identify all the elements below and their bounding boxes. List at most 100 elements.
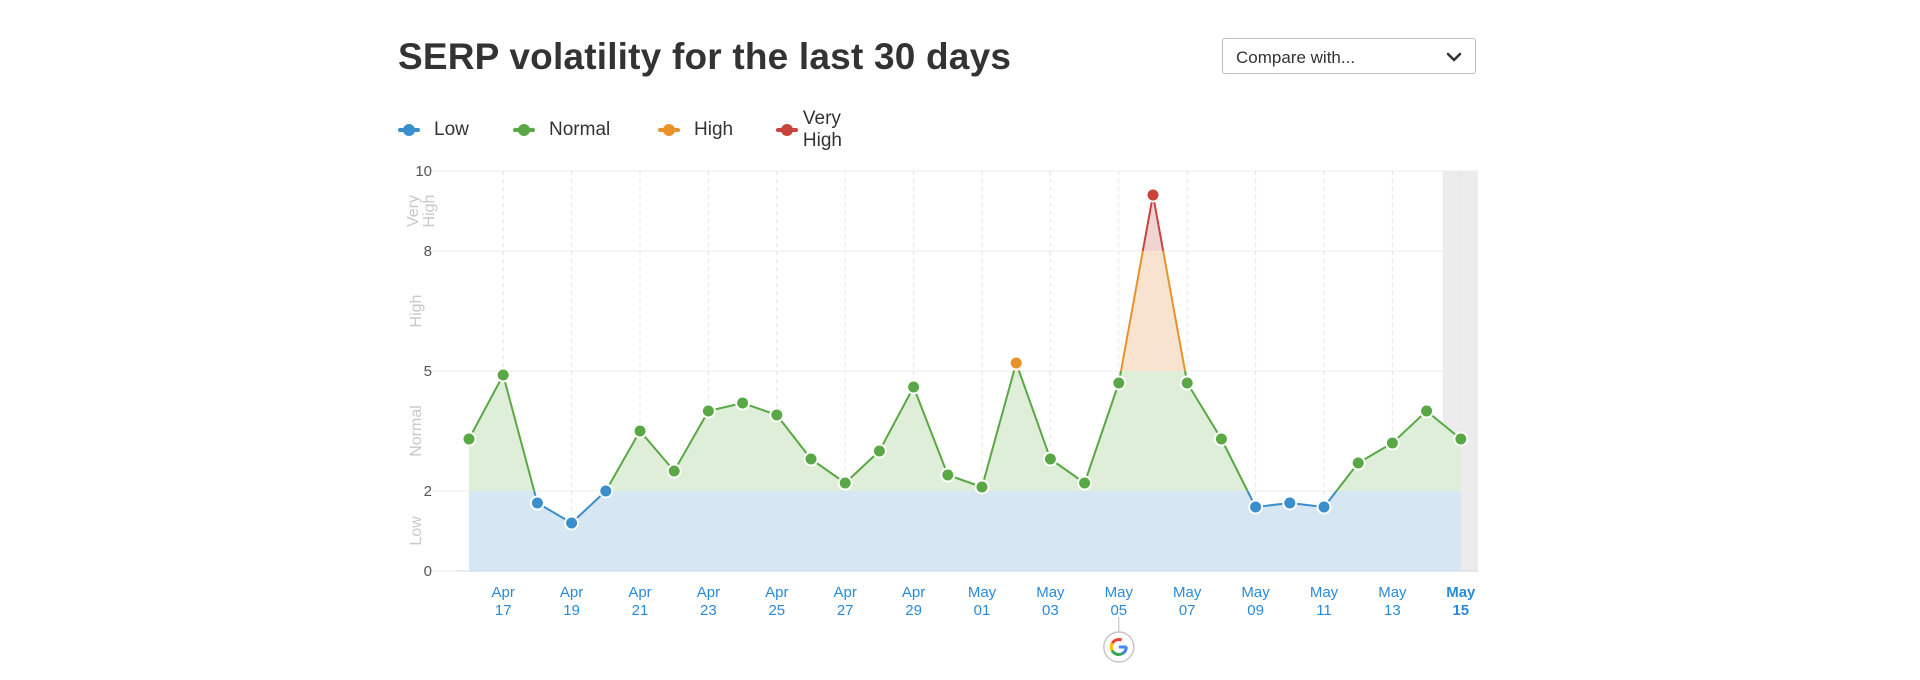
legend-dot xyxy=(781,124,793,136)
data-point xyxy=(1384,435,1400,451)
area-band xyxy=(469,371,1461,491)
x-tick-label-month: Apr xyxy=(492,584,515,601)
legend-label-very-high: Very High xyxy=(802,108,842,151)
x-tick-label-day: 13 xyxy=(1384,602,1401,619)
legend-swatch-high xyxy=(658,124,680,136)
compare-with-label: Compare with... xyxy=(1236,48,1356,67)
legend-item-high[interactable]: High xyxy=(658,116,733,144)
x-tick-label-day: 15 xyxy=(1452,602,1469,619)
x-tick-label-day: 05 xyxy=(1110,602,1127,619)
chevron-down-icon xyxy=(1446,52,1462,62)
y-tick-label: 2 xyxy=(424,483,432,500)
x-tick-label-month: May xyxy=(1446,584,1476,601)
data-point xyxy=(461,431,477,447)
series-line-segment xyxy=(570,490,607,524)
data-point xyxy=(1077,475,1093,491)
series-line-segment xyxy=(1391,410,1428,444)
data-point xyxy=(529,495,545,511)
y-tick-label: 10 xyxy=(415,163,432,180)
legend-swatch-very-high xyxy=(776,124,798,136)
data-point xyxy=(1145,187,1161,203)
area-band xyxy=(469,491,1461,571)
data-point xyxy=(974,479,990,495)
legend-label-high: High xyxy=(694,119,734,140)
series-line-segment xyxy=(844,450,881,484)
y-tick-label: 0 xyxy=(424,563,432,580)
series-line-segment xyxy=(468,374,505,440)
area-band xyxy=(1013,251,1186,371)
x-tick-label-day: 07 xyxy=(1179,602,1196,619)
y-tick-label: 5 xyxy=(424,363,432,380)
x-tick-label-day: 29 xyxy=(905,602,922,619)
legend-label-low: Low xyxy=(434,119,469,140)
legend-item-low[interactable]: Low xyxy=(398,116,469,144)
data-point xyxy=(1419,403,1435,419)
data-point xyxy=(1213,431,1229,447)
x-tick-label-month: May xyxy=(1241,584,1270,601)
x-tick-label-day: 17 xyxy=(495,602,512,619)
x-tick-label-day: 09 xyxy=(1247,602,1264,619)
data-point xyxy=(1042,451,1058,467)
data-point xyxy=(735,395,751,411)
data-point xyxy=(564,515,580,531)
data-point xyxy=(666,463,682,479)
data-point xyxy=(495,367,511,383)
legend-swatch-normal xyxy=(513,124,535,136)
data-point xyxy=(700,403,716,419)
data-point xyxy=(871,443,887,459)
x-tick-label-month: Apr xyxy=(834,584,857,601)
series-line-segment xyxy=(1162,250,1187,372)
x-tick-label-month: May xyxy=(1036,584,1065,601)
data-point xyxy=(632,423,648,439)
data-point xyxy=(1008,355,1024,371)
series-line-segment xyxy=(1152,194,1165,252)
series-line-segment xyxy=(1119,250,1144,372)
page-title: SERP volatility for the last 30 days xyxy=(398,36,1012,77)
data-point xyxy=(940,467,956,483)
band-label: High xyxy=(408,295,425,328)
series-line-segment xyxy=(1018,370,1052,460)
data-point xyxy=(1282,495,1298,511)
series-line-segment xyxy=(1220,438,1249,492)
series-line-segment xyxy=(673,410,710,472)
x-tick-label-day: 21 xyxy=(632,602,649,619)
legend-dot xyxy=(403,124,415,136)
x-tick-label-day: 25 xyxy=(768,602,785,619)
x-tick-label-day: 27 xyxy=(837,602,854,619)
data-point xyxy=(1350,455,1366,471)
x-tick-label-month: May xyxy=(968,584,997,601)
band-label: Normal xyxy=(408,405,425,457)
x-tick-label-day: 01 xyxy=(974,602,991,619)
data-point xyxy=(1453,431,1469,447)
legend-dot xyxy=(518,124,530,136)
series-line-segment xyxy=(912,386,949,476)
series-line-segment xyxy=(1186,382,1223,440)
data-point xyxy=(598,483,614,499)
series-line-segment xyxy=(981,370,1015,488)
x-tick-label-month: May xyxy=(1105,584,1134,601)
x-tick-label-day: 03 xyxy=(1042,602,1059,619)
x-tick-label-month: May xyxy=(1378,584,1407,601)
x-tick-label-month: May xyxy=(1310,584,1339,601)
series-line-segment xyxy=(604,430,641,492)
x-tick-label-day: 19 xyxy=(563,602,580,619)
x-tick-label-month: Apr xyxy=(902,584,925,601)
series-line-segment xyxy=(1083,382,1120,484)
data-point xyxy=(1316,499,1332,515)
x-tick-label-day: 11 xyxy=(1316,602,1332,619)
legend-label-normal: Normal xyxy=(549,119,611,140)
legend-item-normal[interactable]: Normal xyxy=(513,116,610,144)
data-point xyxy=(1248,499,1264,515)
series-line-segment xyxy=(776,414,812,460)
area-band xyxy=(1142,195,1164,251)
data-point xyxy=(906,379,922,395)
x-tick-label-day: 23 xyxy=(700,602,717,619)
x-tick-label-month: Apr xyxy=(560,584,583,601)
x-tick-label-month: Apr xyxy=(628,584,651,601)
data-point xyxy=(803,451,819,467)
data-point xyxy=(837,475,853,491)
band-label: High xyxy=(421,195,438,228)
legend-item-very-high[interactable]: Very High xyxy=(776,108,851,151)
compare-with-dropdown[interactable]: Compare with... xyxy=(1222,38,1476,74)
